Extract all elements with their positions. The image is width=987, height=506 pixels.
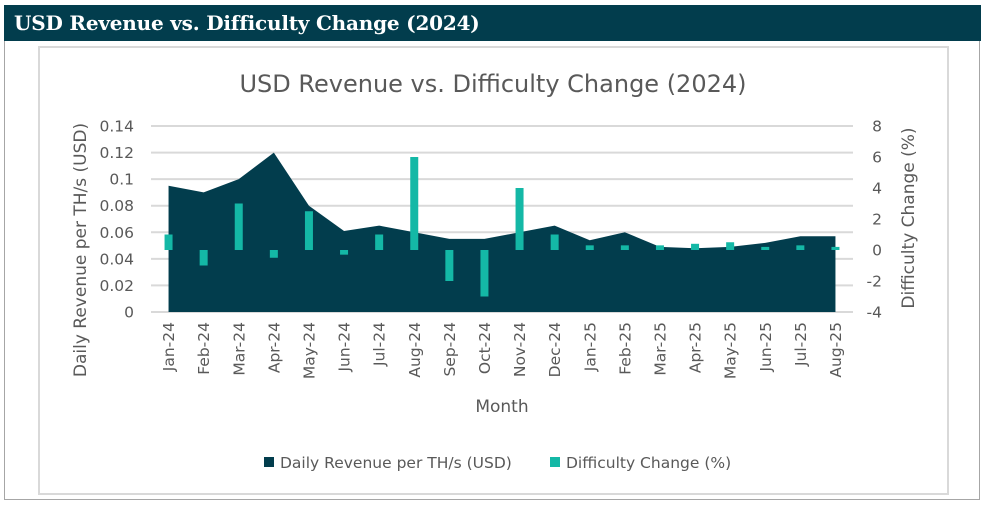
legend-label-revenue: Daily Revenue per TH/s (USD) <box>280 454 512 472</box>
x-tick-label: Jul-25 <box>792 322 810 367</box>
legend: Daily Revenue per TH/s (USD) Difficulty … <box>264 454 731 472</box>
y2-tick-label: 4 <box>872 180 882 198</box>
difficulty-bar-jun-24 <box>340 250 349 255</box>
y2-axis-label: Difficulty Change (%) <box>899 127 919 308</box>
y2-tick-label: -4 <box>867 304 882 322</box>
x-tick-label: Aug-24 <box>406 322 424 378</box>
y-tick-label: 0.04 <box>99 250 134 268</box>
y-axis-label: Daily Revenue per TH/s (USD) <box>71 123 91 377</box>
x-tick-label: Nov-24 <box>511 322 529 377</box>
legend-swatch-revenue <box>264 457 274 467</box>
right-axis-ticks: -4 -2 0 2 4 6 8 <box>867 118 882 322</box>
y-tick-label: 0.06 <box>99 224 134 242</box>
difficulty-bar-mar-24 <box>234 203 243 250</box>
y-tick-label: 0.12 <box>99 144 134 162</box>
x-tick-label: Jan-24 <box>160 322 178 372</box>
x-tick-label: Apr-25 <box>687 322 705 373</box>
x-tick-label: Feb-25 <box>616 322 634 375</box>
x-tick-label: Feb-24 <box>195 322 213 375</box>
x-tick-label: Dec-24 <box>546 322 564 377</box>
y-tick-label: 0.08 <box>99 197 134 215</box>
difficulty-bar-sep-24 <box>445 250 454 281</box>
x-tick-label: May-24 <box>300 322 318 379</box>
difficulty-bar-aug-25 <box>831 246 840 250</box>
difficulty-bar-oct-24 <box>480 250 489 297</box>
y2-tick-label: 6 <box>872 149 882 167</box>
x-tick-label: Mar-24 <box>230 322 248 376</box>
x-tick-label: Jun-24 <box>336 322 354 373</box>
y2-tick-label: 2 <box>872 211 882 229</box>
difficulty-bar-jan-25 <box>585 245 594 250</box>
difficulty-bar-jun-25 <box>761 246 770 250</box>
x-tick-label: Jun-25 <box>757 322 775 373</box>
legend-label-difficulty: Difficulty Change (%) <box>566 454 731 472</box>
header-title: USD Revenue vs. Difficulty Change (2024) <box>4 5 981 41</box>
y-tick-label: 0 <box>124 304 134 322</box>
y-tick-label: 0.02 <box>99 277 134 295</box>
difficulty-bar-series <box>164 157 840 297</box>
left-axis-ticks: 0 0.02 0.04 0.06 0.08 0.1 0.12 0.14 <box>99 118 134 322</box>
y2-tick-label: 8 <box>872 118 882 136</box>
difficulty-bar-dec-24 <box>550 234 559 250</box>
y-tick-label: 0.1 <box>109 171 134 189</box>
y2-tick-label: 0 <box>872 242 882 260</box>
legend-swatch-difficulty <box>550 457 560 467</box>
x-tick-label: Apr-24 <box>265 322 283 373</box>
revenue-area-series <box>168 152 836 312</box>
x-axis-ticks: Jan-24 Feb-24 Mar-24 Apr-24 May-24 Jun-24 Jul-… <box>160 322 845 379</box>
difficulty-bar-may-25 <box>726 242 735 250</box>
y-tick-label: 0.14 <box>99 118 134 136</box>
x-tick-label: Oct-24 <box>476 322 494 374</box>
difficulty-bar-apr-25 <box>691 243 700 250</box>
difficulty-bar-may-24 <box>304 211 313 250</box>
difficulty-bar-aug-24 <box>410 157 419 250</box>
difficulty-bar-jul-25 <box>796 245 805 250</box>
x-axis-label: Month <box>475 397 528 417</box>
x-tick-label: Jan-25 <box>581 322 599 372</box>
difficulty-bar-jan-24 <box>164 234 173 250</box>
revenue-area <box>168 152 836 312</box>
x-tick-label: May-25 <box>722 322 740 379</box>
difficulty-bar-feb-24 <box>199 250 208 266</box>
chart-title: USD Revenue vs. Difficulty Change (2024) <box>239 70 746 98</box>
difficulty-bar-feb-25 <box>620 245 629 250</box>
x-tick-label: Mar-25 <box>651 322 669 376</box>
y2-tick-label: -2 <box>867 273 882 291</box>
difficulty-bar-mar-25 <box>655 245 664 250</box>
difficulty-bar-nov-24 <box>515 188 524 250</box>
x-tick-label: Aug-25 <box>827 322 845 378</box>
difficulty-bar-jul-24 <box>375 234 384 250</box>
x-tick-label: Sep-24 <box>441 322 459 377</box>
difficulty-bar-apr-24 <box>269 250 278 258</box>
x-tick-label: Jul-24 <box>371 322 389 367</box>
